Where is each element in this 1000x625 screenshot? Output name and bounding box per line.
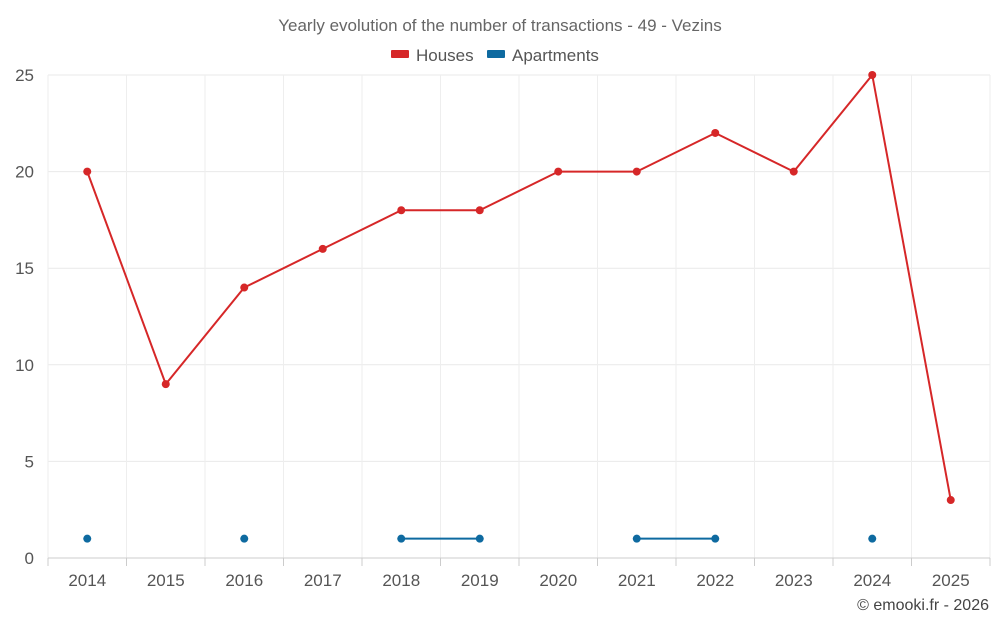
x-tick-label: 2025	[932, 571, 970, 590]
x-tick-label: 2019	[461, 571, 499, 590]
x-tick-label: 2024	[853, 571, 891, 590]
x-tick-label: 2017	[304, 571, 342, 590]
apartments-point-2014[interactable]	[83, 534, 92, 543]
houses-point-2017[interactable]	[318, 244, 327, 253]
x-tick-label: 2021	[618, 571, 656, 590]
apartments-point-2021[interactable]	[632, 534, 641, 543]
y-tick-label: 20	[15, 163, 34, 182]
x-tick-label: 2022	[696, 571, 734, 590]
series-layer	[83, 71, 955, 543]
houses-point-2015[interactable]	[161, 380, 170, 389]
grid	[47, 74, 991, 558]
houses-series-line	[86, 74, 952, 501]
credit-text: © emooki.fr - 2026	[857, 597, 989, 614]
apartments-point-2018[interactable]	[397, 534, 406, 543]
x-tick-label: 2014	[68, 571, 106, 590]
legend-houses-label[interactable]: Houses	[416, 46, 474, 65]
houses-point-2019[interactable]	[475, 206, 484, 215]
y-tick-label: 25	[15, 66, 34, 85]
y-tick-label: 0	[25, 549, 34, 568]
legend-apartments-label[interactable]: Apartments	[512, 46, 599, 65]
houses-point-2021[interactable]	[632, 167, 641, 176]
apartments-point-2024[interactable]	[868, 534, 877, 543]
houses-point-2020[interactable]	[554, 167, 563, 176]
houses-point-2022[interactable]	[711, 128, 720, 137]
apartments-point-2016[interactable]	[240, 534, 249, 543]
legend: Houses Apartments	[391, 46, 599, 65]
y-tick-label: 10	[15, 356, 34, 375]
legend-apartments-swatch	[487, 50, 505, 58]
apartments-point-2019[interactable]	[475, 534, 484, 543]
chart-title: Yearly evolution of the number of transa…	[278, 16, 722, 35]
x-tick-label: 2016	[225, 571, 263, 590]
x-tick-label: 2020	[539, 571, 577, 590]
x-tick-label: 2015	[147, 571, 185, 590]
y-tick-label: 5	[25, 452, 34, 471]
houses-point-2023[interactable]	[789, 167, 798, 176]
houses-point-2018[interactable]	[397, 206, 406, 215]
apartments-point-2022[interactable]	[711, 534, 720, 543]
houses-point-2014[interactable]	[83, 167, 92, 176]
houses-point-2024[interactable]	[868, 71, 877, 79]
houses-point-2016[interactable]	[240, 283, 249, 292]
houses-point-2025[interactable]	[946, 496, 955, 505]
legend-houses-swatch	[391, 50, 409, 58]
x-tick-label: 2018	[382, 571, 420, 590]
y-tick-label: 15	[15, 259, 34, 278]
x-tick-label: 2023	[775, 571, 813, 590]
